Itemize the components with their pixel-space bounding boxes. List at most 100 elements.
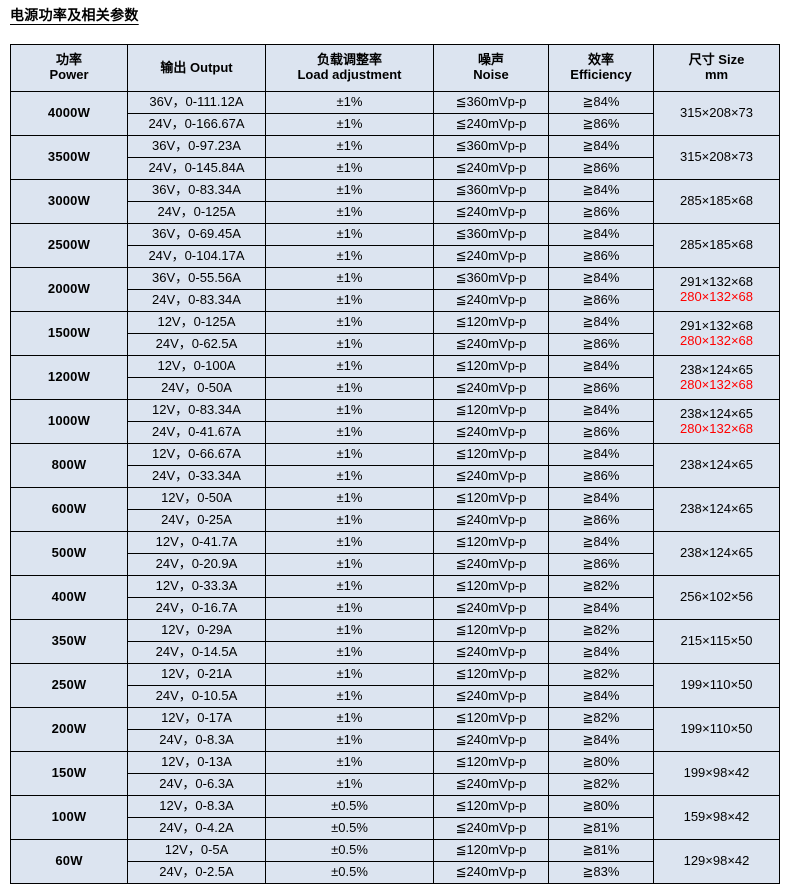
load-adjustment-cell: ±1% bbox=[265, 487, 434, 510]
size-cell: 238×124×65 bbox=[653, 531, 780, 576]
size-value-primary: 129×98×42 bbox=[683, 853, 750, 869]
column-header-label-cn: 效率 bbox=[587, 52, 614, 68]
size-value-alternate: 280×132×68 bbox=[679, 288, 754, 304]
output-cell: 12V，0-33.3A bbox=[127, 575, 266, 598]
load-adjustment-cell: ±1% bbox=[265, 201, 434, 224]
table-row: 100W 12V，0-8.3A ±0.5% ≦120mVp-p ≧80% 159×98×4… bbox=[10, 795, 780, 840]
size-cell: 285×185×68 bbox=[653, 223, 780, 268]
noise-cell: ≦120mVp-p bbox=[433, 619, 549, 642]
output-cell: 12V，0-83.34A bbox=[127, 399, 266, 422]
table-row: 1200W 12V，0-100A ±1% ≦120mVp-p ≧84% 238×124×6… bbox=[10, 355, 780, 400]
load-adjustment-cell: ±1% bbox=[265, 289, 434, 312]
table-row: 24V，0-166.67A ±1% ≦240mVp-p ≧86% bbox=[11, 113, 780, 136]
power-cell: 500W bbox=[10, 531, 128, 576]
noise-cell: ≦240mVp-p bbox=[433, 421, 549, 444]
output-cell: 24V，0-125A bbox=[127, 201, 266, 224]
load-adjustment-cell: ±1% bbox=[265, 707, 434, 730]
efficiency-cell: ≧84% bbox=[548, 597, 654, 620]
efficiency-cell: ≧80% bbox=[548, 751, 654, 774]
output-cell: 36V，0-83.34A bbox=[127, 179, 266, 202]
noise-cell: ≦240mVp-p bbox=[433, 685, 549, 708]
noise-cell: ≦240mVp-p bbox=[433, 729, 549, 752]
column-header-size: 尺寸 Size mm bbox=[653, 44, 780, 92]
efficiency-cell: ≧80% bbox=[548, 795, 654, 818]
output-cell: 24V，0-8.3A bbox=[127, 729, 266, 752]
table-row: 24V，0-125A ±1% ≦240mVp-p ≧86% bbox=[11, 201, 780, 224]
output-cell: 24V，0-10.5A bbox=[127, 685, 266, 708]
noise-cell: ≦240mVp-p bbox=[433, 157, 549, 180]
table-row: 24V，0-83.34A ±1% ≦240mVp-p ≧86% bbox=[11, 289, 780, 312]
table-row: 200W 12V，0-17A ±1% ≦120mVp-p ≧82% 199×110×50 bbox=[10, 707, 780, 752]
size-value-primary: 315×208×73 bbox=[679, 105, 754, 121]
load-adjustment-cell: ±1% bbox=[265, 179, 434, 202]
output-cell: 12V，0-13A bbox=[127, 751, 266, 774]
size-value-primary: 238×124×65 bbox=[679, 457, 754, 473]
size-value-primary: 285×185×68 bbox=[679, 237, 754, 253]
efficiency-cell: ≧84% bbox=[548, 135, 654, 158]
noise-cell: ≦240mVp-p bbox=[433, 861, 549, 884]
noise-cell: ≦120mVp-p bbox=[433, 751, 549, 774]
table-row: 3500W 36V，0-97.23A ±1% ≦360mVp-p ≧84% 315×208… bbox=[10, 135, 780, 180]
size-value-primary: 291×132×68 bbox=[679, 273, 754, 289]
table-row: 2000W 36V，0-55.56A ±1% ≦360mVp-p ≧84% 291×132… bbox=[10, 267, 780, 312]
noise-cell: ≦240mVp-p bbox=[433, 773, 549, 796]
efficiency-cell: ≧84% bbox=[548, 91, 654, 114]
noise-cell: ≦120mVp-p bbox=[433, 399, 549, 422]
output-cell: 24V，0-104.17A bbox=[127, 245, 266, 268]
table-row: 24V，0-41.67A ±1% ≦240mVp-p ≧86% bbox=[11, 421, 780, 444]
table-row: 400W 12V，0-33.3A ±1% ≦120mVp-p ≧82% 256×102×5… bbox=[10, 575, 780, 620]
size-value-primary: 199×98×42 bbox=[683, 765, 750, 781]
noise-cell: ≦240mVp-p bbox=[433, 509, 549, 532]
output-cell: 24V，0-20.9A bbox=[127, 553, 266, 576]
output-cell: 24V，0-166.67A bbox=[127, 113, 266, 136]
noise-cell: ≦120mVp-p bbox=[433, 663, 549, 686]
power-cell: 1000W bbox=[10, 399, 128, 444]
page-title: 电源功率及相关参数 bbox=[10, 7, 139, 23]
efficiency-cell: ≧84% bbox=[548, 399, 654, 422]
table-row: 600W 12V，0-50A ±1% ≦120mVp-p ≧84% 238×124×65 bbox=[10, 487, 780, 532]
noise-cell: ≦240mVp-p bbox=[433, 113, 549, 136]
load-adjustment-cell: ±1% bbox=[265, 91, 434, 114]
efficiency-cell: ≧86% bbox=[548, 377, 654, 400]
output-cell: 24V，0-83.34A bbox=[127, 289, 266, 312]
load-adjustment-cell: ±1% bbox=[265, 641, 434, 664]
efficiency-cell: ≧86% bbox=[548, 421, 654, 444]
size-cell: 215×115×50 bbox=[653, 619, 780, 664]
column-header-label-cn: 尺寸 Size bbox=[688, 52, 745, 68]
load-adjustment-cell: ±1% bbox=[265, 751, 434, 774]
size-cell: 199×110×50 bbox=[653, 707, 780, 752]
load-adjustment-cell: ±1% bbox=[265, 113, 434, 136]
size-cell: 291×132×68 280×132×68 bbox=[653, 311, 780, 356]
efficiency-cell: ≧82% bbox=[548, 707, 654, 730]
efficiency-cell: ≧82% bbox=[548, 773, 654, 796]
noise-cell: ≦240mVp-p bbox=[433, 597, 549, 620]
size-cell: 315×208×73 bbox=[653, 91, 780, 136]
size-cell: 199×98×42 bbox=[653, 751, 780, 796]
efficiency-cell: ≧84% bbox=[548, 729, 654, 752]
noise-cell: ≦120mVp-p bbox=[433, 311, 549, 334]
power-specification-table: 功率 Power 输出 Output 负载调整率 Load adjustment 噪声 No… bbox=[10, 44, 780, 884]
noise-cell: ≦240mVp-p bbox=[433, 553, 549, 576]
noise-cell: ≦360mVp-p bbox=[433, 91, 549, 114]
load-adjustment-cell: ±1% bbox=[265, 465, 434, 488]
load-adjustment-cell: ±1% bbox=[265, 223, 434, 246]
size-value-alternate: 280×132×68 bbox=[679, 420, 754, 436]
efficiency-cell: ≧84% bbox=[548, 487, 654, 510]
load-adjustment-cell: ±1% bbox=[265, 685, 434, 708]
column-header-label-cn: 噪声 bbox=[477, 52, 504, 68]
power-cell: 60W bbox=[10, 839, 128, 884]
table-row: 4000W 36V，0-111.12A ±1% ≦360mVp-p ≧84% 315×20… bbox=[10, 91, 780, 136]
column-header-load-adjustment: 负载调整率 Load adjustment bbox=[265, 44, 434, 92]
table-row: 24V，0-25A ±1% ≦240mVp-p ≧86% bbox=[11, 509, 780, 532]
power-cell: 3500W bbox=[10, 135, 128, 180]
size-value-primary: 199×110×50 bbox=[680, 677, 753, 693]
table-row: 1500W 12V，0-125A ±1% ≦120mVp-p ≧84% 291×132×6… bbox=[10, 311, 780, 356]
power-cell: 2500W bbox=[10, 223, 128, 268]
efficiency-cell: ≧84% bbox=[548, 223, 654, 246]
load-adjustment-cell: ±1% bbox=[265, 355, 434, 378]
output-cell: 36V，0-97.23A bbox=[127, 135, 266, 158]
noise-cell: ≦240mVp-p bbox=[433, 465, 549, 488]
output-cell: 24V，0-14.5A bbox=[127, 641, 266, 664]
load-adjustment-cell: ±1% bbox=[265, 333, 434, 356]
power-cell: 400W bbox=[10, 575, 128, 620]
